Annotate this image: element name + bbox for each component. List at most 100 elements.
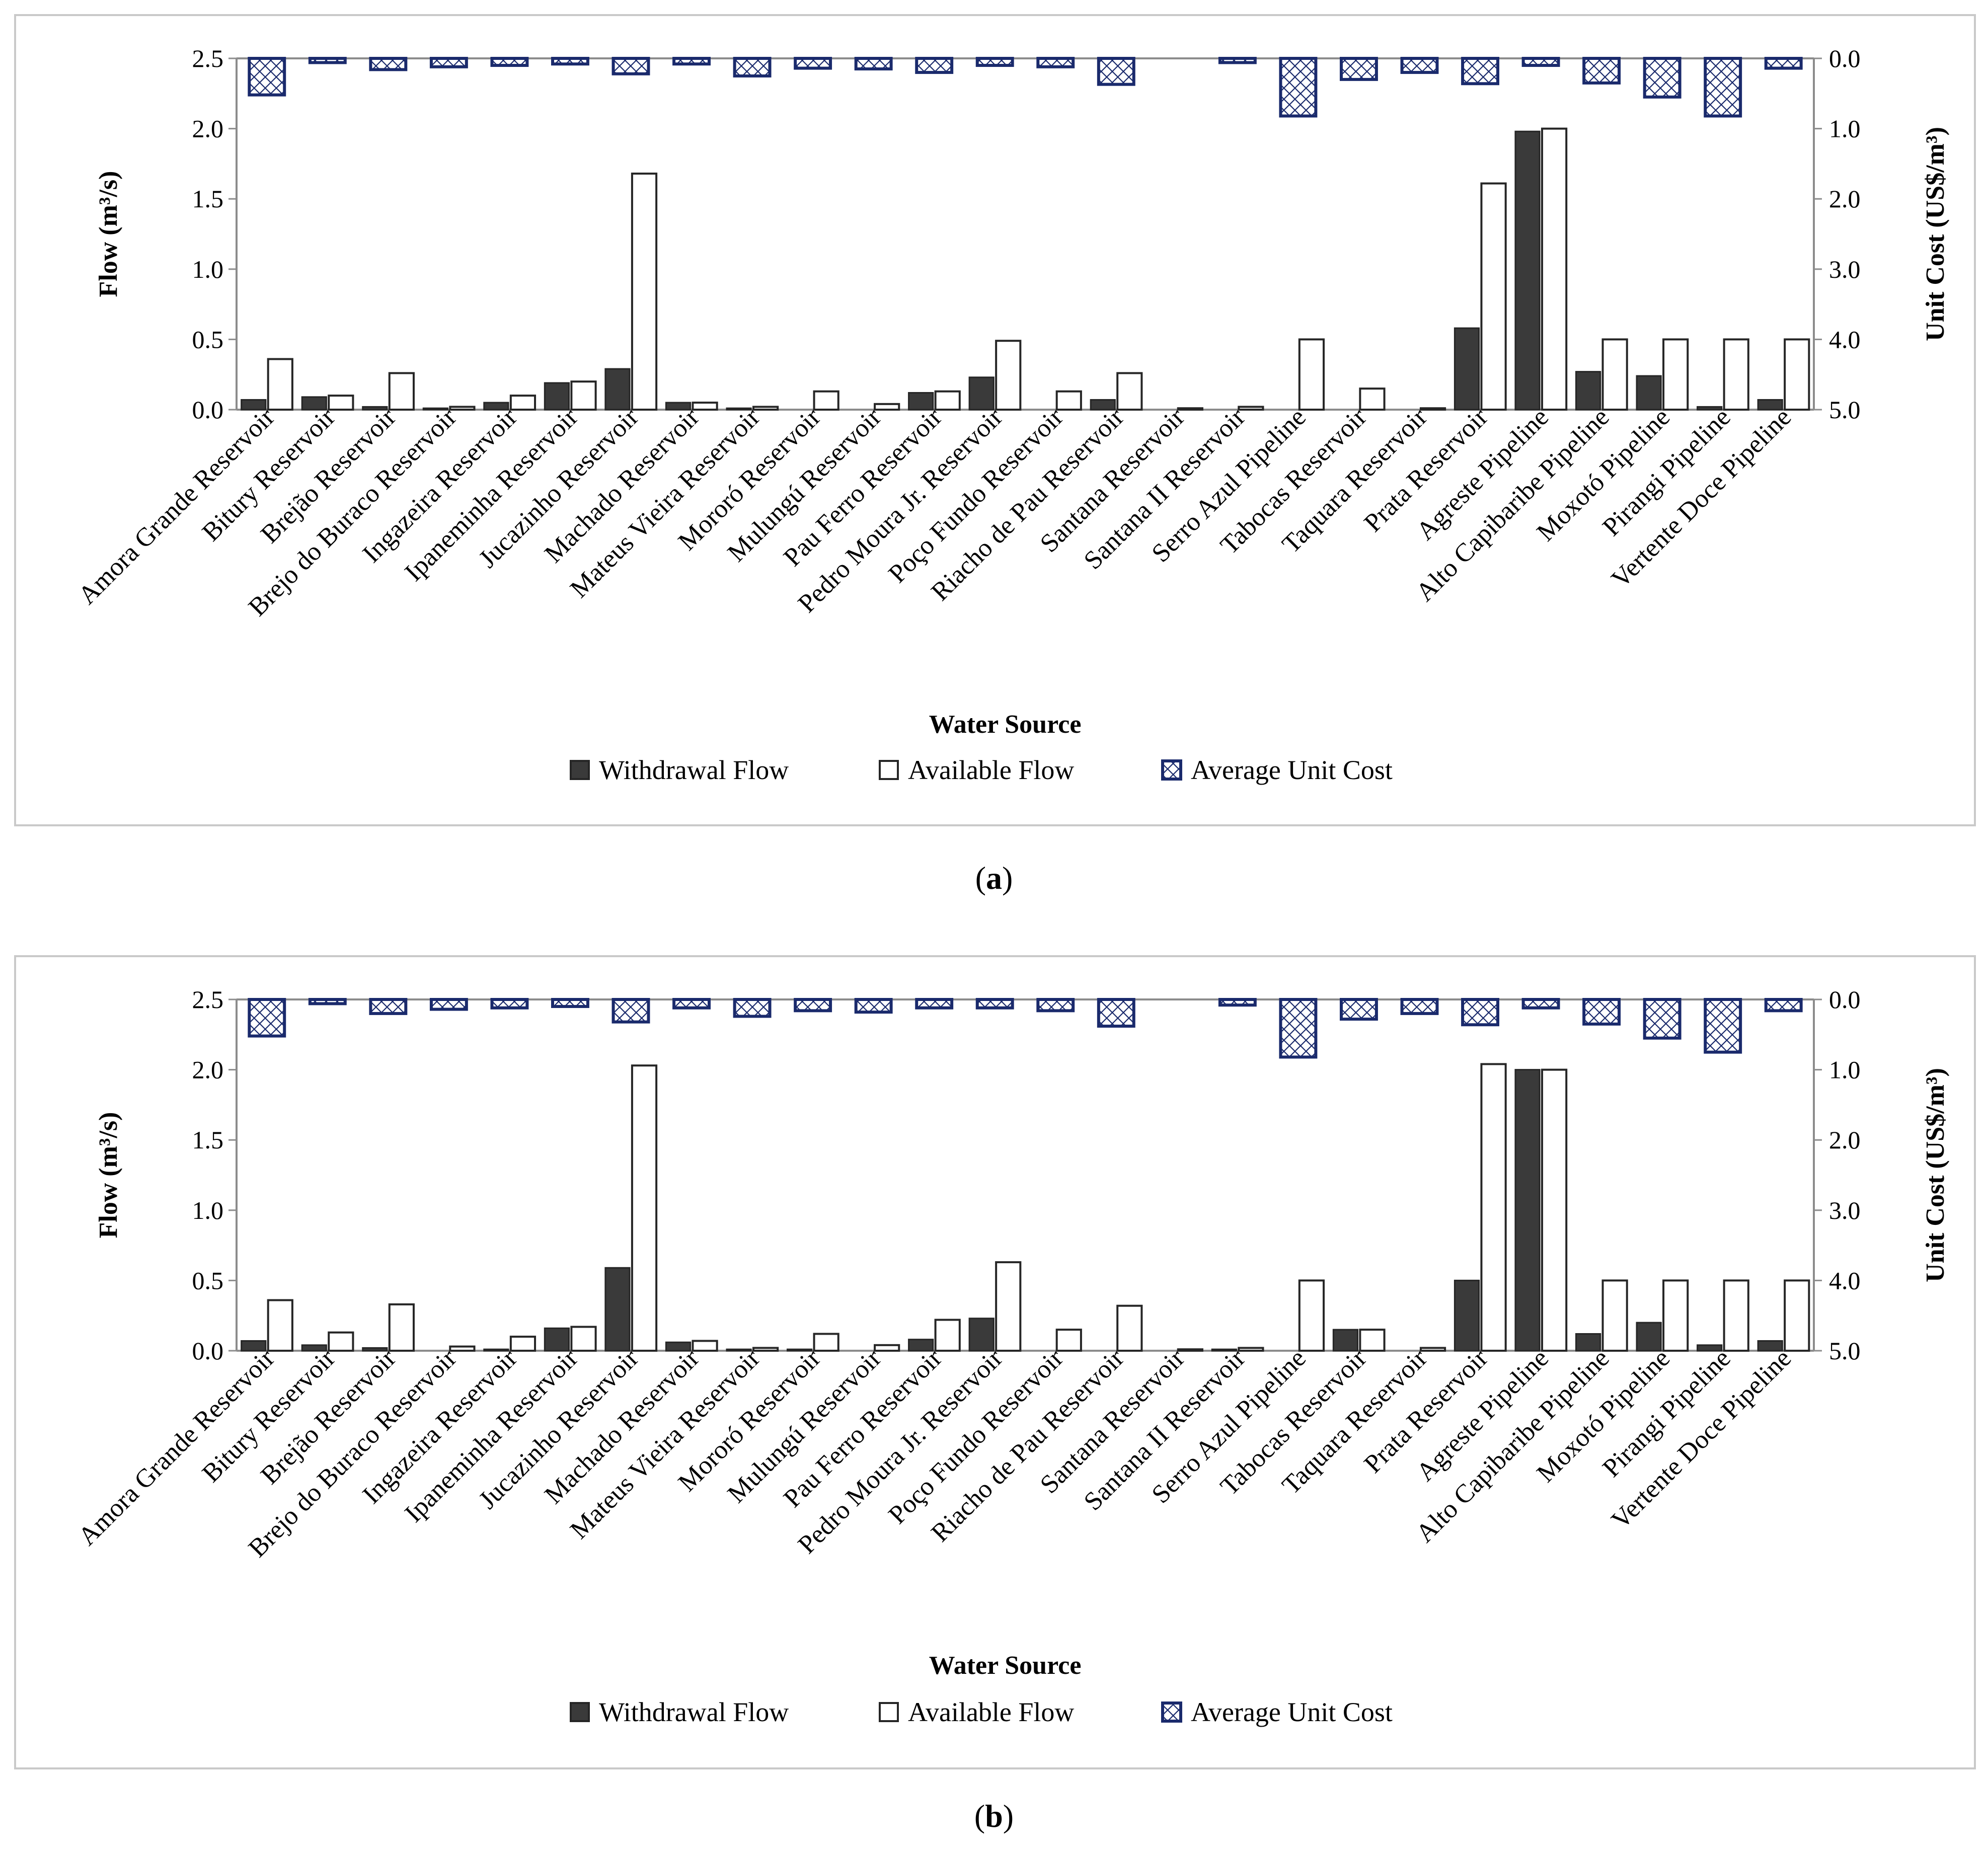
withdrawal-flow-bar [1211, 1348, 1237, 1352]
average-unit-cost-bar [1521, 998, 1560, 1010]
y-tick-label: 2.5 [192, 985, 224, 1014]
legend-label: Average Unit Cost [1191, 1697, 1393, 1727]
average-unit-cost-bar [1218, 998, 1257, 1007]
available-flow-bar [1723, 1279, 1749, 1352]
available-flow-bar [1480, 182, 1507, 411]
available-flow-bar [267, 1299, 293, 1352]
available-flow-bar [1359, 388, 1386, 411]
y-tick-label: 2.5 [192, 44, 224, 72]
average-unit-cost-bar [975, 57, 1014, 67]
available-flow-bar [692, 1340, 718, 1352]
available-flow-bar [328, 395, 354, 411]
withdrawal-flow-bar [726, 1348, 752, 1352]
average-unit-cost-bar [915, 57, 954, 74]
withdrawal-flow-bar [1090, 399, 1116, 411]
available-flow-bar [752, 406, 779, 411]
chart-svg: 0.0 0.5 1.0 1.5 2.0 2.5 0.0 1.0 2.0 3.0 4.0 5.0 Flow… [73, 44, 1950, 785]
legend-label: Withdrawal Flow [599, 1697, 789, 1727]
y2-tick-label: 0.0 [1829, 44, 1861, 72]
average-unit-cost-bar [1340, 998, 1378, 1021]
available-flow-bar [1298, 1279, 1325, 1352]
average-unit-cost-bar [854, 998, 893, 1014]
y-tick-label: 0.5 [192, 325, 224, 353]
average-unit-cost-bar [1036, 998, 1075, 1013]
withdrawal-flow-bar [968, 1318, 995, 1352]
available-flow-bar [1541, 127, 1568, 411]
available-flow-bar [509, 395, 537, 411]
legend-label: Withdrawal Flow [599, 755, 789, 785]
chart-panel-b: 0.0 0.5 1.0 1.5 2.0 2.5 0.0 1.0 2.0 3.0 4.0 5.0 Flow… [14, 955, 1976, 1769]
available-flow-bar [1238, 406, 1264, 411]
available-flow-bar [934, 1319, 961, 1352]
withdrawal-flow-bar [1757, 399, 1783, 411]
y2-tick-label: 4.0 [1829, 325, 1861, 353]
legend-label: Available Flow [908, 755, 1074, 785]
legend-label: Available Flow [908, 1697, 1074, 1727]
average-unit-cost-bar [490, 998, 529, 1010]
average-unit-cost-bar [369, 998, 408, 1015]
y2-tick-label: 3.0 [1829, 255, 1861, 283]
average-unit-cost-bar [1400, 998, 1439, 1015]
available-flow-bar [267, 358, 293, 411]
withdrawal-flow-bar [362, 1347, 388, 1352]
legend-label: Average Unit Cost [1191, 755, 1393, 785]
average-unit-cost-bar [1279, 998, 1318, 1059]
available-flow-bar [449, 406, 476, 411]
available-flow-bar [570, 380, 597, 411]
average-unit-cost-bar [1097, 57, 1135, 86]
available-flow-bar [631, 172, 658, 411]
y-tick-label: 1.5 [192, 1126, 224, 1154]
available-flow-bar [752, 1347, 779, 1352]
average-unit-cost-bar [672, 998, 711, 1010]
available-flow-bar [1662, 1279, 1689, 1352]
average-unit-cost-bar [490, 57, 529, 67]
y2-tick-label: 5.0 [1829, 1337, 1861, 1365]
average-unit-cost-bar [248, 57, 286, 97]
withdrawal-flow-bar [241, 399, 267, 411]
withdrawal-flow-bar [301, 1344, 327, 1352]
available-flow-bar [1298, 338, 1325, 411]
withdrawal-flow-bar [604, 368, 631, 411]
legend-swatch [1161, 1702, 1182, 1723]
available-flow-bar [1784, 1279, 1810, 1352]
withdrawal-flow-bar [786, 1348, 813, 1352]
y2-tick-label: 1.0 [1829, 1056, 1861, 1084]
y-tick-label: 2.0 [192, 115, 224, 143]
average-unit-cost-bar [733, 57, 772, 78]
available-flow-bar [1601, 1279, 1628, 1352]
withdrawal-flow-bar [908, 392, 934, 411]
average-unit-cost-bar [611, 998, 650, 1024]
average-unit-cost-bar [308, 57, 347, 64]
x-axis-title: Water Source [929, 1651, 1082, 1680]
withdrawal-flow-bar [1454, 1279, 1480, 1352]
average-unit-cost-bar [551, 57, 589, 66]
legend-swatch [879, 760, 899, 780]
average-unit-cost-bar [1279, 57, 1318, 118]
available-flow-bar [1359, 1329, 1386, 1352]
average-unit-cost-bar [1582, 998, 1621, 1026]
withdrawal-flow-bar [665, 1341, 692, 1352]
available-flow-bar [874, 403, 900, 411]
y2-tick-label: 5.0 [1829, 396, 1861, 424]
withdrawal-flow-bar [422, 407, 448, 411]
available-flow-bar [509, 1336, 537, 1352]
withdrawal-flow-bar [1575, 371, 1601, 411]
withdrawal-flow-bar [1332, 1329, 1359, 1352]
average-unit-cost-bar [733, 998, 772, 1018]
y-tick-label: 2.0 [192, 1056, 224, 1084]
withdrawal-flow-bar [1514, 130, 1541, 411]
withdrawal-flow-bar [665, 402, 692, 411]
average-unit-cost-bar [429, 57, 468, 68]
available-flow-bar [874, 1344, 900, 1352]
average-unit-cost-bar [854, 57, 893, 70]
average-unit-cost-bar [1704, 57, 1742, 118]
legend-swatch [879, 1702, 899, 1722]
available-flow-bar [1116, 1304, 1143, 1352]
average-unit-cost-bar [551, 998, 589, 1008]
average-unit-cost-bar [794, 998, 832, 1013]
withdrawal-flow-bar [908, 1339, 934, 1352]
available-flow-bar [813, 1333, 839, 1352]
chart-panel-a: 0.0 0.5 1.0 1.5 2.0 2.5 0.0 1.0 2.0 3.0 4.0 5.0 Flow… [14, 14, 1976, 826]
withdrawal-flow-bar [726, 407, 752, 411]
y2-tick-label: 1.0 [1829, 115, 1861, 143]
